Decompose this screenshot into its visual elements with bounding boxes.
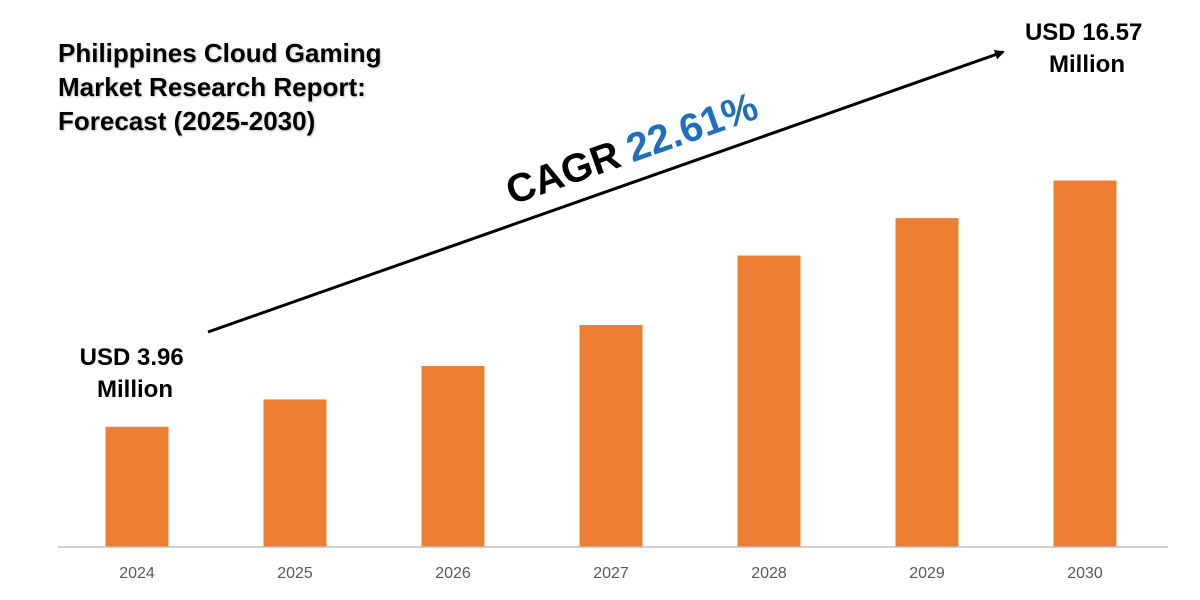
start-label-line-1: USD 3.96 <box>80 344 184 371</box>
x-tick-2030: 2030 <box>1067 565 1103 582</box>
start-value-label: USD 3.96 Million <box>80 344 191 403</box>
x-tick-2025: 2025 <box>277 565 313 582</box>
title-line-3: Forecast (2025-2030) <box>58 106 316 136</box>
end-value-label: USD 16.57 Million <box>1025 19 1149 78</box>
bar-2025 <box>263 399 327 547</box>
x-tick-labels: 2024 2025 2026 2027 2028 2029 2030 <box>119 565 1103 582</box>
bar-2027 <box>579 325 643 547</box>
x-tick-2024: 2024 <box>119 565 155 582</box>
x-tick-2026: 2026 <box>435 565 471 582</box>
x-tick-2028: 2028 <box>751 565 787 582</box>
bar-2028 <box>737 255 801 547</box>
bar-2029 <box>895 218 959 548</box>
bars-group <box>105 180 1117 548</box>
chart-title: Philippines Cloud Gaming Market Research… <box>58 36 382 138</box>
start-label-line-2: Million <box>97 376 173 403</box>
x-tick-2027: 2027 <box>593 565 629 582</box>
cagr-value: 22.61% <box>621 84 764 171</box>
end-label-line-2: Million <box>1049 51 1125 78</box>
title-line-2: Market Research Report: <box>58 72 366 102</box>
x-tick-2029: 2029 <box>909 565 945 582</box>
cagr-label: CAGR <box>500 133 626 214</box>
bar-2026 <box>421 366 485 547</box>
bar-2030 <box>1053 180 1117 547</box>
end-label-line-1: USD 16.57 <box>1025 19 1142 46</box>
trend-arrow <box>207 49 1005 334</box>
bar-2024 <box>105 426 169 547</box>
title-line-1: Philippines Cloud Gaming <box>58 38 382 68</box>
